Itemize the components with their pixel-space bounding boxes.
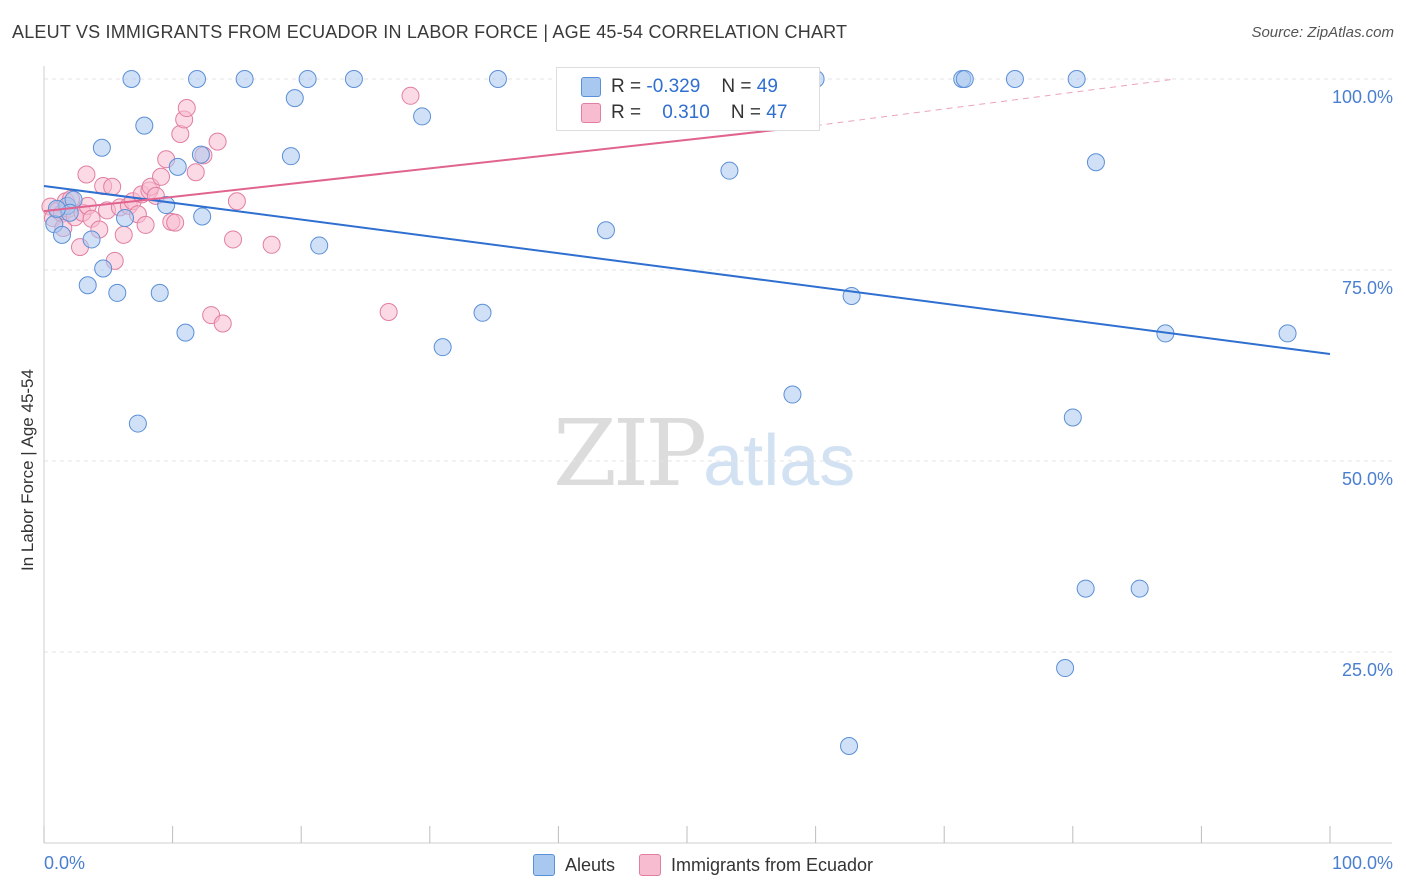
ecuador-point xyxy=(114,225,133,244)
ecuador-point xyxy=(379,303,398,322)
aleuts-point xyxy=(413,107,432,126)
aleuts-point xyxy=(488,70,507,88)
aleuts-point xyxy=(168,157,187,176)
aleuts-point xyxy=(82,230,101,249)
aleuts-point xyxy=(53,225,72,244)
aleuts-trend-line xyxy=(43,184,1331,356)
x-tick-label-max: 100.0% xyxy=(1332,853,1393,873)
aleuts-point xyxy=(135,116,154,135)
aleuts-point xyxy=(344,70,363,88)
y-tick-label: 75.0% xyxy=(1342,278,1393,298)
ecuador-point xyxy=(136,215,155,234)
ecuador-point xyxy=(152,167,171,186)
axes xyxy=(43,66,1392,844)
stats-row-ecuador: R = 0.310 N = 47 xyxy=(581,100,787,126)
aleuts-point xyxy=(433,338,452,357)
ecuador-trend-line xyxy=(43,124,816,213)
n-value: 47 xyxy=(766,102,788,123)
aleuts-point xyxy=(285,89,304,108)
aleuts-point xyxy=(193,207,212,226)
ecuador-point xyxy=(262,235,281,254)
x-tick-label-min: 0.0% xyxy=(44,853,85,873)
aleuts-point xyxy=(1086,153,1105,172)
ecuador-point xyxy=(77,165,96,184)
grid-lines xyxy=(44,78,1392,653)
aleuts-point xyxy=(720,161,739,180)
ecuador-point xyxy=(103,177,122,196)
aleuts-point xyxy=(176,323,195,342)
aleuts-point xyxy=(94,259,113,278)
ecuador-point xyxy=(227,192,246,211)
aleuts-point xyxy=(298,70,317,88)
r-value: 0.310 xyxy=(662,102,710,123)
aleuts-point xyxy=(1076,579,1095,598)
aleuts-point xyxy=(1056,659,1075,678)
aleuts-point xyxy=(473,303,492,322)
aleuts-point xyxy=(235,70,254,88)
legend-label-ecuador: Immigrants from Ecuador xyxy=(670,854,874,875)
stats-row-aleuts: R = -0.329 N = 49 xyxy=(581,74,778,100)
ecuador-legend-swatch xyxy=(638,854,661,876)
aleuts-point xyxy=(78,276,97,295)
source-label: Source: ZipAtlas.com xyxy=(1251,24,1394,41)
aleuts-point xyxy=(1005,70,1024,88)
tick-labels: 25.0% 50.0% 75.0% 100.0% 0.0% 100.0% xyxy=(44,87,1393,873)
aleuts-point xyxy=(128,414,147,433)
watermark-zip: ZIP xyxy=(553,400,707,507)
aleuts-point xyxy=(1278,324,1297,343)
aleuts-point xyxy=(840,736,859,755)
y-tick-label: 25.0% xyxy=(1342,660,1393,680)
legend-item-aleuts[interactable]: Aleuts xyxy=(532,854,615,876)
n-label: N = xyxy=(721,76,752,97)
aleuts-point xyxy=(191,145,210,164)
legend-item-ecuador[interactable]: Immigrants from Ecuador xyxy=(638,854,874,876)
y-tick-label: 50.0% xyxy=(1342,469,1393,489)
aleuts-point xyxy=(108,283,127,302)
aleuts-point xyxy=(596,221,615,240)
n-value: 49 xyxy=(756,76,778,97)
trend-lines xyxy=(43,78,1331,356)
series-legend: Aleuts Immigrants from Ecuador xyxy=(0,851,1406,879)
n-label: N = xyxy=(730,102,762,123)
aleuts-point xyxy=(1063,408,1082,427)
ecuador-swatch xyxy=(581,103,601,123)
ecuador-point xyxy=(401,86,420,105)
ecuador-point xyxy=(224,230,243,249)
aleuts-point xyxy=(1130,579,1149,598)
y-tick-label: 100.0% xyxy=(1332,87,1393,107)
ecuador-point xyxy=(213,314,232,333)
aleuts-swatch xyxy=(581,77,601,97)
aleuts-point xyxy=(116,209,135,228)
ecuador-point xyxy=(186,163,205,182)
aleuts-point xyxy=(1067,70,1086,88)
ecuador-point xyxy=(208,132,227,151)
r-label: R = xyxy=(611,76,642,97)
aleuts-legend-swatch xyxy=(532,854,555,876)
aleuts-point xyxy=(955,70,974,88)
aleuts-point xyxy=(150,283,169,302)
ecuador-point xyxy=(166,213,185,232)
chart-title: ALEUT VS IMMIGRANTS FROM ECUADOR IN LABO… xyxy=(12,22,848,42)
r-label: R = xyxy=(611,102,642,123)
aleuts-point xyxy=(92,138,111,157)
r-value: -0.329 xyxy=(646,76,701,97)
stats-legend: R = -0.329 N = 49 R = 0.310 N = 47 xyxy=(556,67,820,131)
aleuts-point xyxy=(188,70,207,88)
aleuts-point xyxy=(281,147,300,166)
legend-label-aleuts: Aleuts xyxy=(564,854,615,875)
ecuador-trend-extension xyxy=(815,78,1176,127)
aleuts-point xyxy=(310,236,329,255)
aleuts-point xyxy=(122,70,141,88)
ecuador-point xyxy=(177,99,196,118)
aleuts-point xyxy=(783,385,802,404)
